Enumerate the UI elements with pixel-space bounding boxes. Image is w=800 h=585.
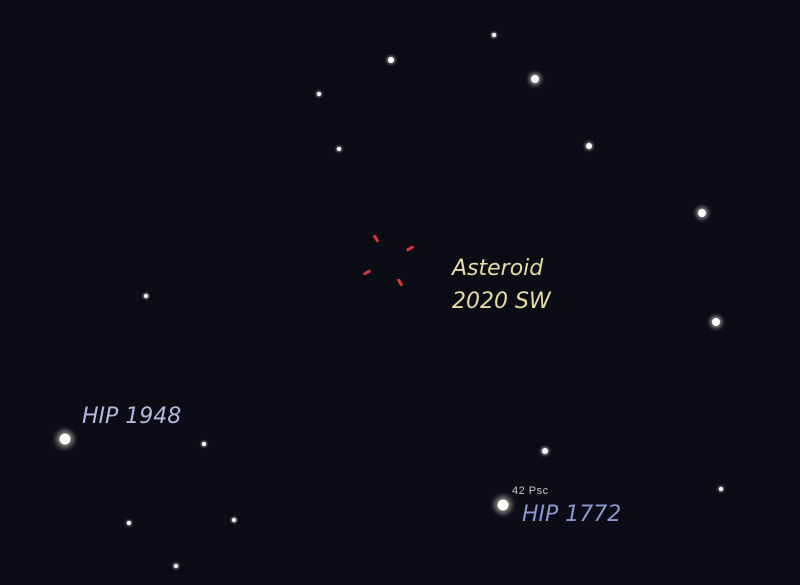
star-hip-1948 <box>59 433 71 445</box>
star <box>127 521 131 525</box>
star-label-hip-1772: HIP 1772 <box>522 502 622 527</box>
star <box>586 143 592 149</box>
star-hip-1772 <box>497 499 509 511</box>
star <box>202 442 206 446</box>
star <box>232 518 236 522</box>
star <box>337 147 341 151</box>
star <box>542 448 548 454</box>
marker-tick <box>362 269 372 276</box>
star <box>492 33 496 37</box>
star <box>712 318 720 326</box>
star <box>144 294 148 298</box>
marker-tick <box>405 245 415 252</box>
asteroid-label-line1: Asteroid <box>452 256 544 281</box>
marker-tick <box>372 234 380 243</box>
star <box>388 57 394 63</box>
star <box>174 564 178 568</box>
star <box>317 92 321 96</box>
star <box>719 487 723 491</box>
asteroid-label-line2: 2020 SW <box>452 289 551 314</box>
star <box>698 209 706 217</box>
star <box>531 75 539 83</box>
marker-tick <box>396 278 404 287</box>
star-label-hip-1948: HIP 1948 <box>82 404 182 429</box>
star-label-42-psc: 42 Psc <box>512 485 549 497</box>
